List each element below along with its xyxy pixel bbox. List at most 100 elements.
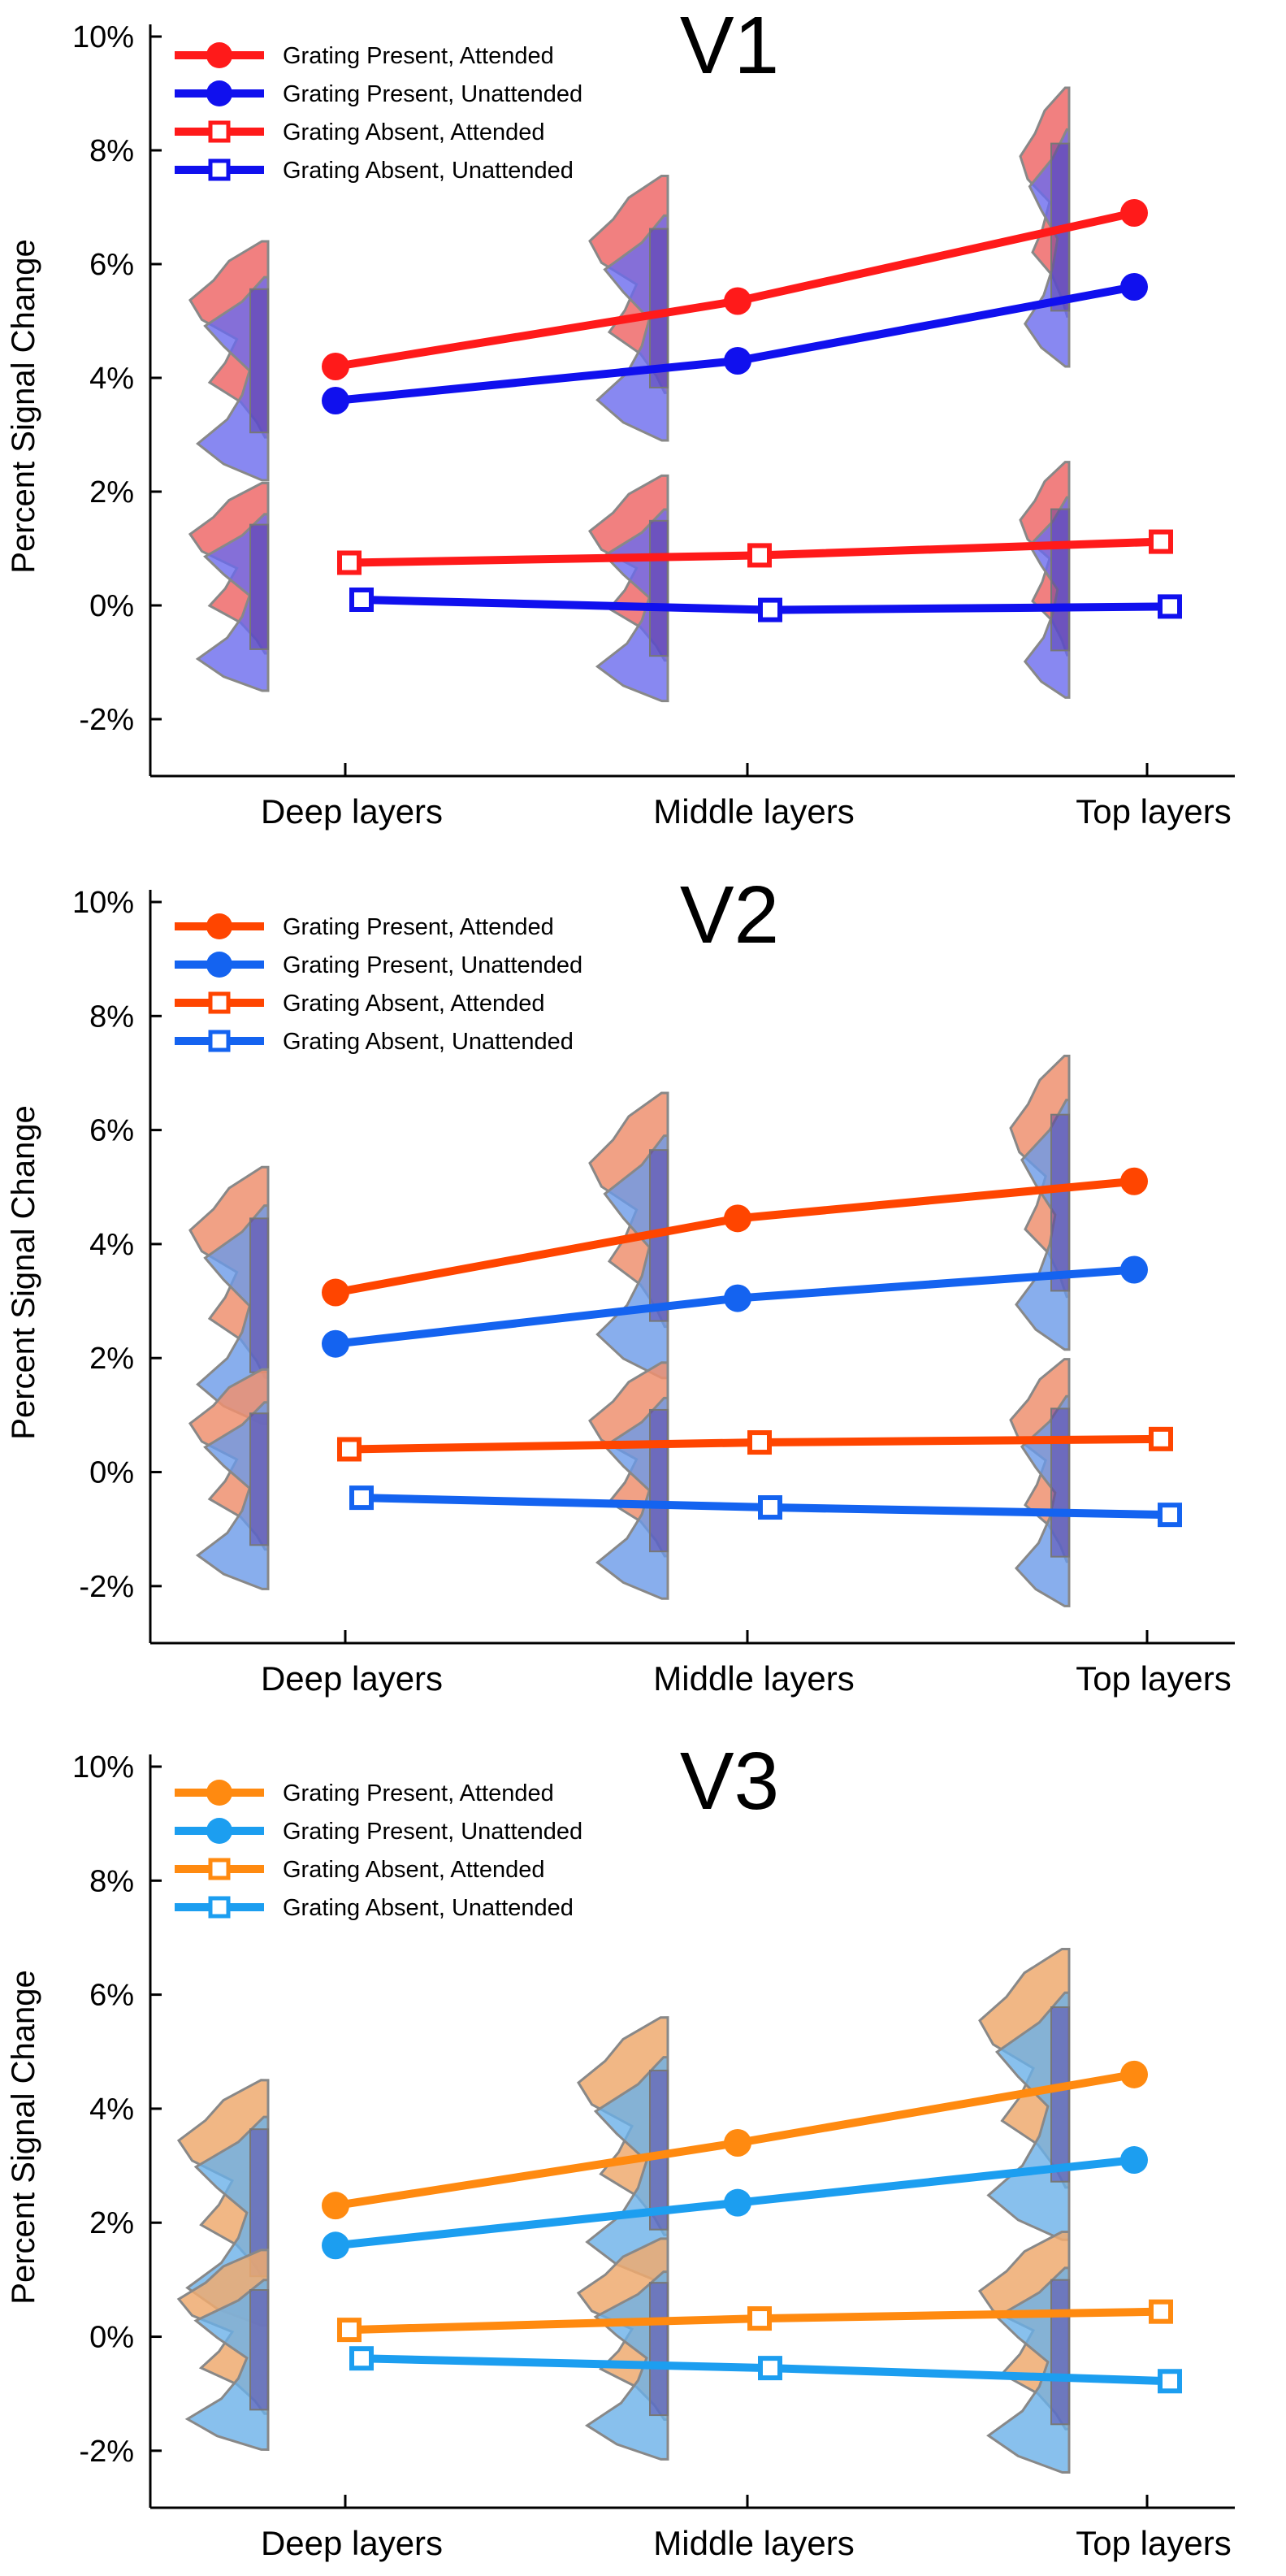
violin-overlap	[649, 1408, 669, 1553]
data-point	[337, 2318, 362, 2343]
y-tick-label: -2%	[79, 2435, 134, 2469]
violin-unattended	[1014, 1394, 1071, 1607]
x-tick-label: Middle layers	[653, 792, 854, 830]
data-point	[322, 1278, 349, 1307]
chart-panel-v3: 10% 8% 6% 4% 2% 0% -2% Deep layers Middle layers…	[6, 1736, 1235, 2562]
series-3	[349, 588, 1182, 622]
data-point	[349, 588, 374, 612]
legend-swatch-marker	[206, 1780, 232, 1806]
data-point	[1120, 199, 1148, 227]
legend-swatch-marker	[206, 80, 232, 106]
legend: Grating Present, Attended Grating Present…	[175, 1780, 582, 1921]
chart-title: V1	[680, 0, 779, 91]
y-tick-label: -2%	[79, 1570, 134, 1604]
violin-unattended	[184, 2279, 270, 2451]
data-point	[758, 1495, 782, 1520]
data-point	[758, 597, 782, 622]
y-tick-label: -2%	[79, 703, 134, 737]
legend-swatch-marker	[206, 1818, 232, 1844]
legend-swatch-marker	[206, 42, 232, 68]
legend-label: Grating Present, Unattended	[283, 1819, 582, 1845]
x-tick-label: Deep layers	[261, 1659, 443, 1698]
legend-label: Grating Present, Attended	[283, 1780, 554, 1806]
data-point	[337, 550, 362, 575]
legend-label: Grating Present, Attended	[283, 43, 554, 69]
legend-label: Grating Present, Unattended	[283, 81, 582, 107]
y-tick-label: 4%	[89, 1228, 134, 1262]
y-tick-label: 2%	[89, 1342, 134, 1376]
data-point	[747, 543, 772, 568]
violin-overlap	[1050, 2006, 1070, 2183]
series-2	[337, 529, 1173, 575]
data-point	[724, 1204, 751, 1233]
y-tick-label: 2%	[89, 2206, 134, 2240]
y-tick-label: 10%	[72, 886, 134, 920]
series-3	[349, 1485, 1182, 1528]
data-point	[1120, 1255, 1148, 1284]
legend-swatch-marker	[206, 913, 232, 939]
chart-panel-v1: 10% 8% 6% 4% 2% 0% -2% Deep layers Middle layers…	[6, 0, 1235, 830]
data-point	[747, 1430, 772, 1455]
data-point	[1158, 594, 1182, 619]
violin-overlap	[1050, 508, 1070, 652]
y-tick-label: 0%	[89, 2321, 134, 2355]
y-tick-label: 10%	[72, 20, 134, 54]
legend-swatch-marker	[208, 991, 231, 1014]
data-point	[1149, 2299, 1173, 2324]
series-2	[337, 1426, 1173, 1462]
data-point	[1120, 2146, 1148, 2175]
data-point	[322, 1329, 349, 1358]
series-1	[322, 273, 1148, 414]
data-point	[322, 387, 349, 414]
legend-label: Grating Present, Attended	[283, 914, 554, 940]
data-point	[337, 1437, 362, 1462]
data-point	[1149, 1426, 1173, 1451]
data-point	[724, 1284, 751, 1312]
data-point	[1149, 529, 1173, 554]
violin-overlap	[1050, 1407, 1070, 1558]
violin-overlap	[249, 523, 269, 650]
series-0	[322, 199, 1148, 380]
x-tick-label: Deep layers	[261, 2524, 443, 2562]
y-axis-label: Percent Signal Change	[6, 1105, 41, 1439]
legend-label: Grating Absent, Unattended	[283, 1029, 574, 1055]
y-tick-label: 10%	[72, 1750, 134, 1785]
y-tick-label: 0%	[89, 1456, 134, 1490]
legend-label: Grating Present, Unattended	[283, 952, 582, 978]
chart-title: V2	[680, 870, 779, 961]
legend-swatch-marker	[208, 1896, 231, 1919]
distribution-violins	[176, 1947, 1071, 2474]
data-point	[1120, 1167, 1148, 1195]
chart-title: V3	[680, 1736, 779, 1827]
x-tick-label: Deep layers	[261, 792, 443, 830]
series-2	[337, 2299, 1173, 2343]
chart-panel-v2: 10% 8% 6% 4% 2% 0% -2% Deep layers Middle layers…	[6, 870, 1235, 1698]
data-point	[758, 2356, 782, 2381]
x-tick-label: Top layers	[1076, 1659, 1231, 1698]
violin-overlap	[649, 2069, 669, 2231]
legend-label: Grating Absent, Unattended	[283, 158, 574, 184]
y-tick-label: 4%	[89, 362, 134, 396]
violin-overlap	[249, 288, 269, 434]
violin-overlap	[249, 1217, 269, 1373]
y-tick-label: 6%	[89, 248, 134, 282]
series-3	[349, 2346, 1182, 2394]
data-point	[724, 287, 751, 315]
legend-swatch-marker	[208, 1030, 231, 1052]
data-point	[349, 2346, 374, 2371]
data-point	[1158, 1503, 1182, 1528]
x-tick-label: Top layers	[1076, 2524, 1231, 2562]
legend-label: Grating Absent, Attended	[283, 119, 544, 145]
data-point	[322, 2192, 349, 2220]
data-point	[1120, 2060, 1148, 2088]
data-point	[1158, 2369, 1182, 2394]
y-tick-label: 4%	[89, 2092, 134, 2127]
distribution-violins	[188, 1054, 1071, 1607]
y-tick-label: 8%	[89, 1864, 134, 1898]
legend-label: Grating Absent, Attended	[283, 1857, 544, 1883]
violin-overlap	[249, 1412, 269, 1546]
violin-overlap	[249, 2289, 269, 2411]
violin-overlap	[1050, 2279, 1070, 2426]
data-point	[724, 2188, 751, 2217]
